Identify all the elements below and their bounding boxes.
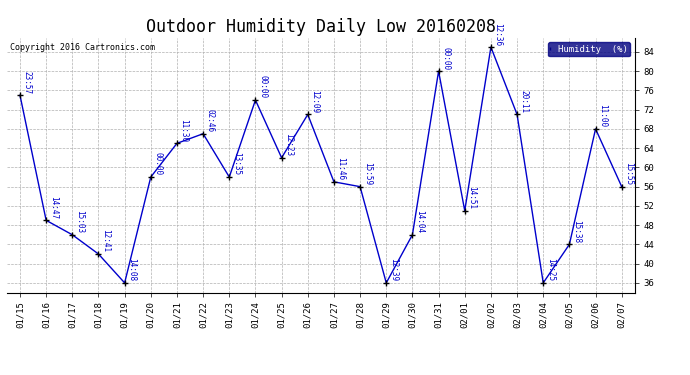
Text: 13:35: 13:35 xyxy=(232,153,241,176)
Text: 12:36: 12:36 xyxy=(493,22,502,46)
Text: 15:55: 15:55 xyxy=(624,162,633,185)
Title: Outdoor Humidity Daily Low 20160208: Outdoor Humidity Daily Low 20160208 xyxy=(146,18,496,36)
Text: 15:38: 15:38 xyxy=(572,220,581,243)
Text: 00:00: 00:00 xyxy=(153,153,162,176)
Text: 14:04: 14:04 xyxy=(415,210,424,233)
Text: 12:39: 12:39 xyxy=(389,258,398,281)
Text: 02:46: 02:46 xyxy=(206,109,215,132)
Text: 00:00: 00:00 xyxy=(441,46,450,70)
Text: 11:30: 11:30 xyxy=(179,119,188,142)
Text: 14:25: 14:25 xyxy=(546,258,555,281)
Text: 14:47: 14:47 xyxy=(49,196,58,219)
Text: 11:00: 11:00 xyxy=(598,104,607,128)
Text: 15:03: 15:03 xyxy=(75,210,84,233)
Text: 14:08: 14:08 xyxy=(127,258,136,281)
Text: 23:57: 23:57 xyxy=(23,70,32,94)
Text: 12:23: 12:23 xyxy=(284,133,293,156)
Text: 20:11: 20:11 xyxy=(520,90,529,113)
Text: 12:41: 12:41 xyxy=(101,230,110,253)
Text: 12:09: 12:09 xyxy=(310,90,319,113)
Text: 00:00: 00:00 xyxy=(258,75,267,99)
Text: 14:51: 14:51 xyxy=(467,186,476,209)
Text: 11:46: 11:46 xyxy=(337,157,346,180)
Text: Copyright 2016 Cartronics.com: Copyright 2016 Cartronics.com xyxy=(10,43,155,52)
Text: 15:59: 15:59 xyxy=(363,162,372,185)
Legend: Humidity  (%): Humidity (%) xyxy=(548,42,630,56)
